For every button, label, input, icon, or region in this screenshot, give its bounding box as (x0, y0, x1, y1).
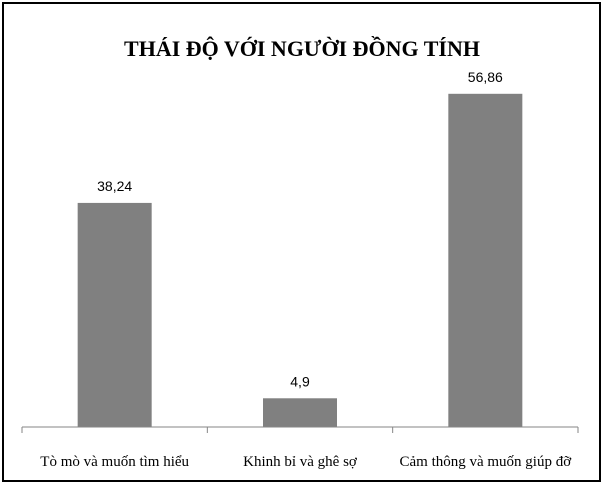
x-tick-label: Cảm thông và muốn giúp đỡ (399, 454, 572, 470)
labels-layer: 38,24 Tò mò và muốn tìm hiểu 4,9 Khinh bỉ v… (40, 69, 572, 470)
bar (448, 93, 523, 427)
data-label: 56,86 (468, 69, 503, 85)
x-tick-label: Tò mò và muốn tìm hiểu (40, 454, 189, 470)
chart-title: THÁI ĐỘ VỚI NGƯỜI ĐỒNG TÍNH (124, 36, 480, 61)
bar (263, 398, 337, 427)
data-label: 4,9 (290, 373, 310, 389)
bar (77, 202, 152, 427)
x-tick-label: Khinh bỉ và ghê sợ (243, 454, 358, 470)
x-axis-ticks (21, 427, 579, 433)
bars-layer (77, 93, 523, 427)
data-label: 38,24 (97, 178, 132, 194)
